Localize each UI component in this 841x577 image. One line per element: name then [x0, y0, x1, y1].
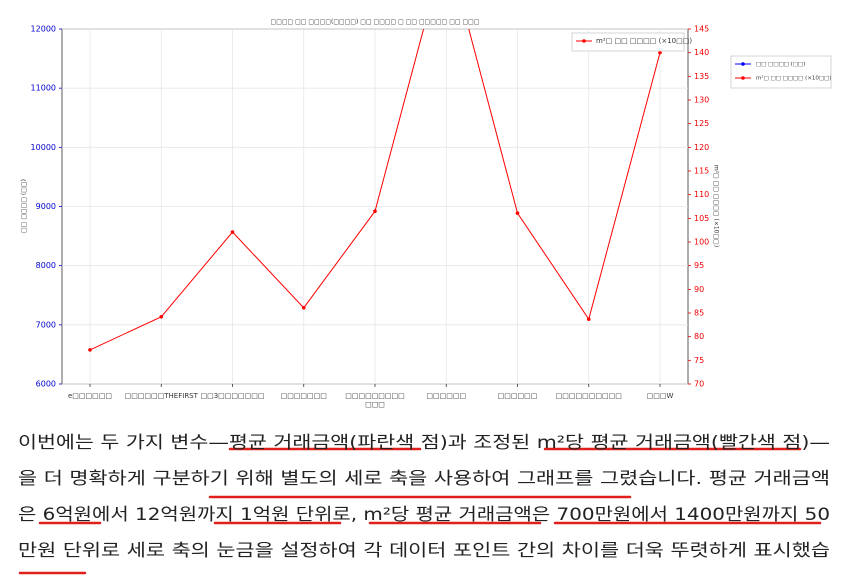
y2-tick-label: 115: [694, 167, 709, 176]
y2-tick-label: 140: [694, 48, 709, 57]
y2-tick-label: 85: [694, 309, 704, 318]
x-tick-label: □□□□□□□□□□: [556, 392, 622, 400]
data-point: [515, 211, 520, 215]
y-tick-label: 7000: [36, 320, 56, 329]
x-tick-label: □□□□□□: [426, 392, 466, 400]
data-point: [301, 305, 306, 310]
data-point: [373, 209, 377, 214]
underlines: [18, 447, 822, 575]
paragraph-line: 은 6억원에서 12억원까지 1억원 단위로, m²당 평균 거래금액은 700…: [18, 505, 830, 525]
y2-tick-label: 135: [694, 72, 709, 81]
y2-tick-label: 95: [694, 261, 704, 270]
legend-label: □□ □□□□ (□□): [756, 62, 805, 68]
x-tick-label: e□□□□□□: [68, 392, 112, 400]
x-tick-label: □□□□□□THEFIRST: [125, 392, 199, 400]
y2-axis-label: m²□ □□ □□□□ (×10□□): [713, 165, 720, 247]
series: [88, 29, 662, 352]
y-tick-label: 9000: [36, 202, 56, 211]
y2-tick-label: 100: [694, 238, 709, 247]
y2-tick-label: 130: [694, 96, 709, 105]
outer-legend-box: [730, 55, 832, 89]
x-tick-label: □□□□□□□: [281, 392, 327, 400]
paragraph-line: 만원 단위로 세로 축의 눈금을 설정하여 각 데이터 포인트 간의 차이를 더…: [18, 541, 830, 561]
data-point: [230, 230, 235, 234]
y-tick-label: 6000: [36, 380, 56, 389]
chart-title: □□□□ □□ □□□□(□□□□) □□ □□□□ □ □□ □□□□□ □□…: [271, 19, 480, 26]
legend-label: m²□ □□ □□□□ (×10□□): [756, 75, 831, 82]
x-tick-label: □□□□□□□□□ □□□: [345, 392, 405, 408]
y2-tick-label: 80: [694, 332, 704, 341]
y-axis-label: □□ □□□□ (□□): [21, 179, 28, 233]
y2-tick-label: 70: [694, 380, 704, 389]
data-point: [88, 348, 92, 352]
data-point: [159, 314, 164, 319]
y2-tick-label: 105: [694, 214, 709, 223]
legend-marker: [582, 39, 586, 43]
legend-marker: [741, 76, 745, 80]
paragraph-line: 이번에는 두 가지 변수—평균 거래금액(파란색 점)과 조정된 m²당 평균 …: [18, 433, 830, 453]
x-tick-label: □□3□□□□□□□: [201, 392, 265, 400]
paragraph-line: 을 더 명확하게 구분하기 위해 별도의 세로 축을 사용하여 그래프를 그렸습…: [18, 469, 830, 489]
legend-box: [571, 32, 685, 52]
y2-tick-label: 125: [694, 119, 709, 128]
legend-marker: [741, 62, 745, 66]
y-tick-label: 8000: [36, 261, 56, 270]
x-tick-label: □□□W: [647, 392, 674, 400]
y2-tick-label: 75: [694, 356, 704, 365]
data-point: [658, 50, 662, 55]
x-tick-label: □□□□□□: [498, 392, 538, 400]
y-tick-label: 10000: [31, 143, 56, 152]
y2-tick-label: 145: [694, 25, 709, 34]
legend-label: m²□ □□ □□□□ (×10□□): [596, 37, 692, 45]
data-point: [586, 317, 591, 321]
y-tick-label: 11000: [31, 84, 56, 93]
y2-tick-label: 110: [694, 190, 709, 199]
y2-tick-label: 120: [694, 143, 709, 152]
y-tick-label: 12000: [31, 25, 56, 34]
y2-tick-label: 90: [694, 285, 704, 294]
